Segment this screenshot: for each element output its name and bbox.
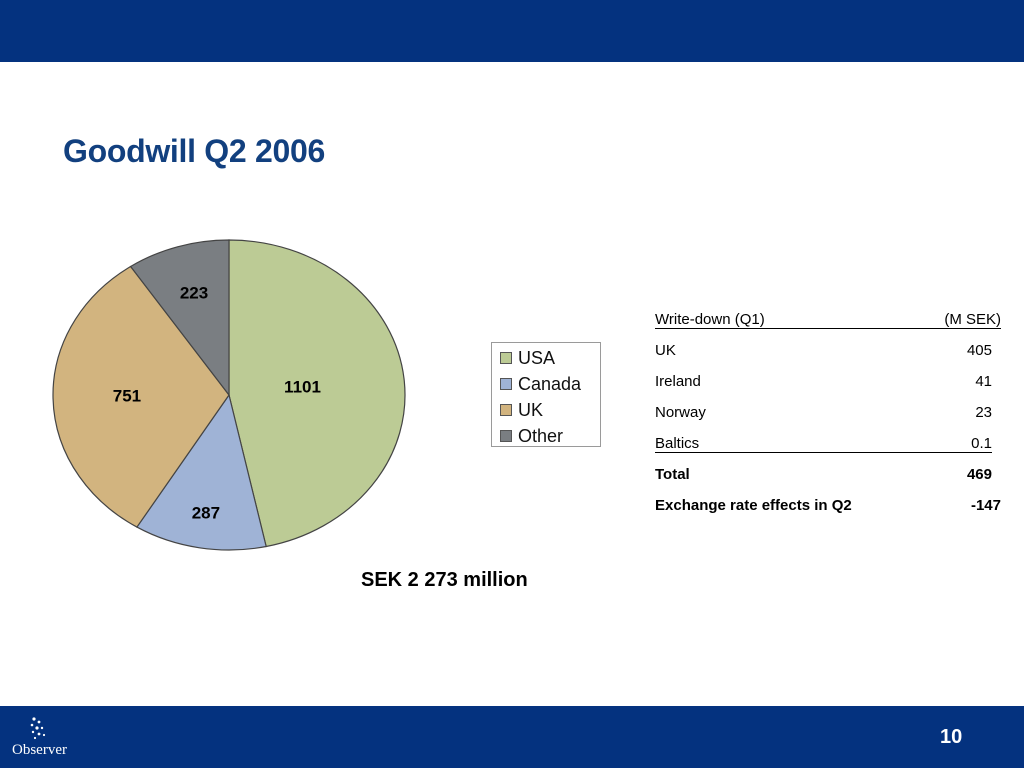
- writedown-row-norway: Norway 23: [655, 404, 1001, 435]
- pie-label-usa: 1101: [284, 378, 321, 397]
- slide-title: Goodwill Q2 2006: [63, 133, 325, 169]
- writedown-table: Write-down (Q1) (M SEK) UK 405 Ireland 4…: [655, 311, 1001, 528]
- legend-label-other: Other: [518, 425, 564, 446]
- page-number: 10: [940, 726, 963, 748]
- legend-item-other: Other: [500, 425, 563, 447]
- writedown-total-label: Total: [655, 466, 690, 483]
- writedown-exchange-row: Exchange rate effects in Q2 -147: [655, 497, 1001, 528]
- logo-wordmark: Observer: [12, 742, 67, 758]
- writedown-exchange-label: Exchange rate effects in Q2: [655, 497, 852, 514]
- legend-item-usa: USA: [500, 347, 555, 369]
- legend-swatch-uk: [500, 404, 512, 416]
- writedown-row-baltics: Baltics 0.1: [655, 435, 992, 453]
- legend-swatch-other: [500, 430, 512, 442]
- pie-slice-usa: [228, 239, 406, 548]
- writedown-row-label: Baltics: [655, 435, 700, 452]
- legend-label-canada: Canada: [518, 373, 582, 394]
- legend-item-uk: UK: [500, 399, 543, 421]
- writedown-exchange-value: -147: [970, 497, 1001, 514]
- pie-label-uk: 751: [113, 386, 141, 405]
- pie-label-canada: 287: [192, 504, 220, 523]
- pie-slice-uk: [52, 265, 230, 528]
- writedown-row-uk: UK 405: [655, 342, 1001, 373]
- pie-slice-other: [129, 239, 230, 397]
- total-caption: SEK 2 273 million: [361, 569, 528, 591]
- writedown-header-label: Write-down (Q1): [655, 311, 765, 328]
- observer-logo: Observer: [12, 716, 72, 762]
- writedown-row-label: Ireland: [655, 373, 701, 390]
- footer-bar: [0, 706, 1024, 768]
- writedown-header-unit: (M SEK): [944, 311, 1001, 328]
- writedown-row-value: 0.1: [971, 435, 992, 452]
- legend-swatch-canada: [500, 378, 512, 390]
- writedown-total-row: Total 469: [655, 466, 1001, 497]
- writedown-total-value: 469: [966, 466, 992, 483]
- writedown-row-label: Norway: [655, 404, 706, 421]
- legend-swatch-usa: [500, 352, 512, 364]
- pie-slice-canada: [136, 393, 267, 551]
- legend-label-usa: USA: [518, 347, 556, 368]
- writedown-row-value: 41: [975, 373, 992, 390]
- chart-legend: USA Canada UK Other: [491, 342, 601, 447]
- pie-label-other: 223: [180, 284, 208, 303]
- legend-label-uk: UK: [518, 399, 544, 420]
- header-bar: [0, 0, 1024, 62]
- writedown-header-row: Write-down (Q1) (M SEK): [655, 311, 1001, 329]
- writedown-row-ireland: Ireland 41: [655, 373, 1001, 404]
- star-cluster-icon: [30, 717, 46, 740]
- writedown-row-label: UK: [655, 342, 676, 359]
- writedown-row-value: 23: [975, 404, 992, 421]
- legend-item-canada: Canada: [500, 373, 581, 395]
- writedown-row-value: 405: [966, 342, 992, 359]
